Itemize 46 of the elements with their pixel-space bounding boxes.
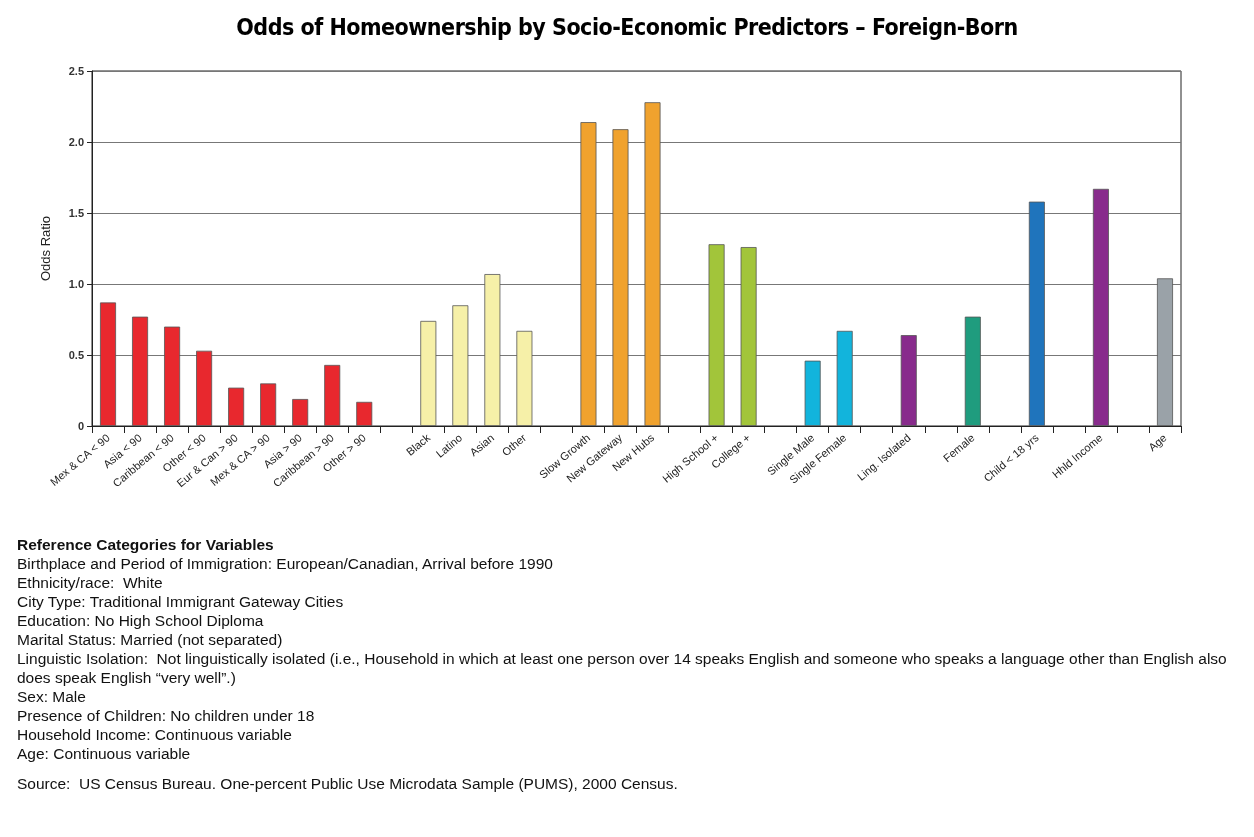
y-axis-title: Odds Ratio bbox=[38, 215, 53, 282]
text: Education: No High School Diploma bbox=[17, 611, 265, 630]
text: Reference Categories for Variables bbox=[17, 535, 275, 554]
bar bbox=[612, 129, 629, 426]
y-tick-label: 2.0 bbox=[68, 136, 84, 148]
bar bbox=[1156, 278, 1173, 426]
bar bbox=[452, 305, 469, 426]
text: Presence of Children: No children under 18 bbox=[17, 706, 316, 725]
bar bbox=[100, 302, 117, 426]
text: Ethnicity/race: White bbox=[17, 573, 164, 592]
y-tick-label: 2.5 bbox=[68, 65, 84, 77]
y-tick-label: 0.5 bbox=[68, 349, 84, 361]
bar bbox=[260, 383, 277, 426]
chart-title: Odds of Homeownership by Socio-Economic Predictors – Foreign-Born bbox=[235, 14, 1019, 40]
text: Linguistic Isolation: Not linguistically isolated (i.e., Household in which at least one person over 14 speaks English and someone who speaks a language other than English also does speak English “very well”.) bbox=[17, 649, 1227, 687]
bar bbox=[708, 244, 725, 426]
bar bbox=[580, 122, 597, 426]
bar bbox=[900, 335, 917, 426]
text: Age: Continuous variable bbox=[17, 744, 192, 763]
bar bbox=[196, 350, 213, 426]
bar bbox=[420, 320, 437, 426]
bar bbox=[1092, 188, 1109, 426]
bar bbox=[740, 247, 757, 426]
bar bbox=[644, 102, 661, 426]
bar bbox=[324, 364, 341, 426]
y-tick-label: 0 bbox=[77, 420, 84, 432]
bar bbox=[292, 399, 309, 426]
bar bbox=[836, 330, 853, 426]
bar bbox=[1028, 201, 1045, 426]
text: Household Income: Continuous variable bbox=[17, 725, 293, 744]
text: Birthplace and Period of Immigration: European/Canadian, Arrival before 1990 bbox=[17, 554, 554, 573]
text: Sex: Male bbox=[17, 687, 87, 706]
bar bbox=[228, 387, 245, 426]
x-tick-label: Age bbox=[1146, 431, 1169, 454]
y-tick-label: 1.0 bbox=[68, 278, 84, 290]
bar bbox=[164, 326, 181, 426]
bar bbox=[804, 360, 821, 426]
bar bbox=[356, 401, 373, 426]
bar bbox=[484, 274, 501, 426]
bar bbox=[516, 330, 533, 426]
bar bbox=[132, 316, 149, 426]
text: Marital Status: Married (not separated) bbox=[17, 630, 284, 649]
y-tick-label: 1.5 bbox=[68, 207, 84, 219]
bar bbox=[964, 316, 981, 426]
source-note: Source: US Census Bureau. One-percent Public Use Microdata Sample (PUMS), 2000 Census. bbox=[17, 774, 679, 793]
text: City Type: Traditional Immigrant Gateway Cities bbox=[17, 592, 345, 611]
